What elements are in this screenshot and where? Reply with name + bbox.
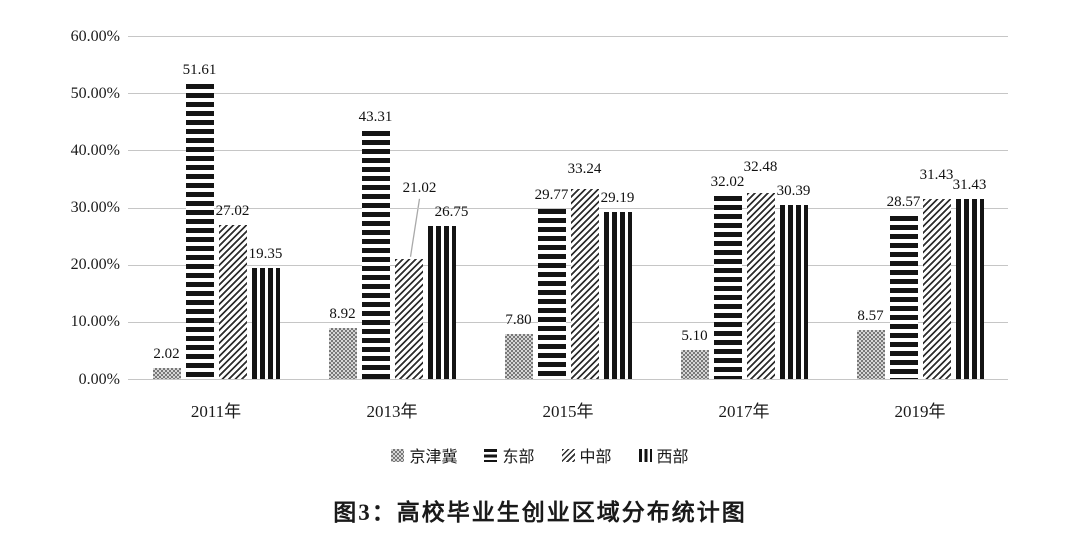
y-axis-tick-label: 60.00%: [70, 27, 120, 45]
bar-value-label: 21.02: [402, 179, 437, 196]
bar-east-0: [185, 84, 214, 379]
legend-label: 京津冀: [409, 449, 458, 466]
bar-value-label: 31.43: [952, 177, 987, 194]
gridline: [128, 36, 1008, 37]
legend-label: 东部: [502, 449, 535, 466]
gridline: [128, 321, 1008, 323]
y-axis-tick-label: 50.00%: [70, 84, 120, 102]
bar-jingjinji-0: [152, 367, 181, 379]
bar-value-label: 51.61: [182, 62, 217, 78]
gridline: [128, 150, 1008, 152]
x-axis-label: 2013年: [366, 402, 418, 421]
y-axis-tick-label: 0.00%: [78, 370, 120, 388]
legend-swatch-east: [484, 448, 498, 462]
legend-label: 中部: [579, 449, 612, 466]
bar-value-label: 8.57: [857, 308, 884, 324]
legend-swatch-jingjinji: [391, 448, 405, 462]
bar-jingjinji-1: [328, 328, 357, 379]
legend-item-central: 中部: [561, 443, 612, 467]
bar-value-label: 43.31: [358, 109, 393, 126]
bar-west-3: [779, 205, 808, 379]
bar-west-4: [955, 199, 984, 379]
bar-east-2: [537, 208, 566, 379]
bar-central-3: [746, 193, 775, 379]
bar-value-label: 8.92: [329, 306, 356, 322]
bar-value-label: 5.10: [681, 327, 708, 344]
legend-item-jingjinji: 京津冀: [391, 443, 457, 467]
bar-jingjinji-2: [504, 334, 533, 379]
bar-value-label: 7.80: [505, 312, 532, 329]
bar-east-3: [713, 196, 742, 379]
bar-central-2: [570, 189, 599, 379]
bar-value-label: 32.02: [710, 174, 745, 190]
y-axis-tick-label: 30.00%: [70, 199, 120, 216]
bar-value-label: 26.75: [434, 204, 469, 221]
legend-item-west: 西部: [638, 443, 689, 467]
bar-west-1: [427, 226, 456, 379]
bar-west-0: [251, 268, 280, 379]
bar-west-2: [603, 212, 632, 379]
bar-value-label: 19.35: [248, 246, 283, 263]
y-axis-tick-label: 20.00%: [70, 256, 120, 274]
legend-item-east: 东部: [484, 443, 535, 467]
bar-east-1: [361, 131, 390, 379]
figure-caption: 图3：高校毕业生创业区域分布统计图: [333, 500, 747, 525]
bar-value-label: 29.19: [600, 190, 635, 207]
legend-swatch-west: [638, 448, 652, 462]
bar-central-1: [394, 258, 423, 379]
bar-value-label: 28.57: [886, 193, 921, 210]
bar-jingjinji-4: [856, 330, 885, 379]
bar-value-label: 33.24: [567, 161, 602, 177]
legend-label: 西部: [656, 449, 689, 466]
x-axis-label: 2019年: [894, 402, 946, 421]
x-axis-label: 2017年: [718, 402, 770, 421]
bar-value-label: 27.02: [215, 202, 250, 219]
y-axis-tick-label: 10.00%: [70, 313, 120, 331]
y-axis-tick-label: 40.00%: [70, 141, 120, 159]
bar-value-label: 29.77: [534, 186, 569, 203]
bar-value-label: 30.39: [776, 183, 811, 200]
gridline: [128, 207, 1008, 209]
gridline: [128, 264, 1008, 266]
gridline: [128, 93, 1008, 95]
gridline: [128, 379, 1008, 380]
bar-central-4: [922, 199, 951, 379]
bar-jingjinji-3: [680, 349, 709, 379]
legend-swatch-central: [561, 448, 575, 462]
bar-east-4: [889, 215, 918, 379]
x-axis-label: 2015年: [542, 402, 594, 421]
bar-value-label: 31.43: [919, 167, 954, 184]
legend: 京津冀 东部 中部 西部: [0, 443, 1080, 467]
plot-area: 2.02 51.61 27.02 19.35 8.92 43.31 21.02 26.75 7.…: [128, 36, 1008, 380]
bar-central-0: [218, 224, 247, 379]
bar-value-label: 32.48: [743, 159, 778, 176]
bar-value-label: 2.02: [153, 345, 180, 362]
x-axis-label: 2011年: [190, 402, 242, 421]
